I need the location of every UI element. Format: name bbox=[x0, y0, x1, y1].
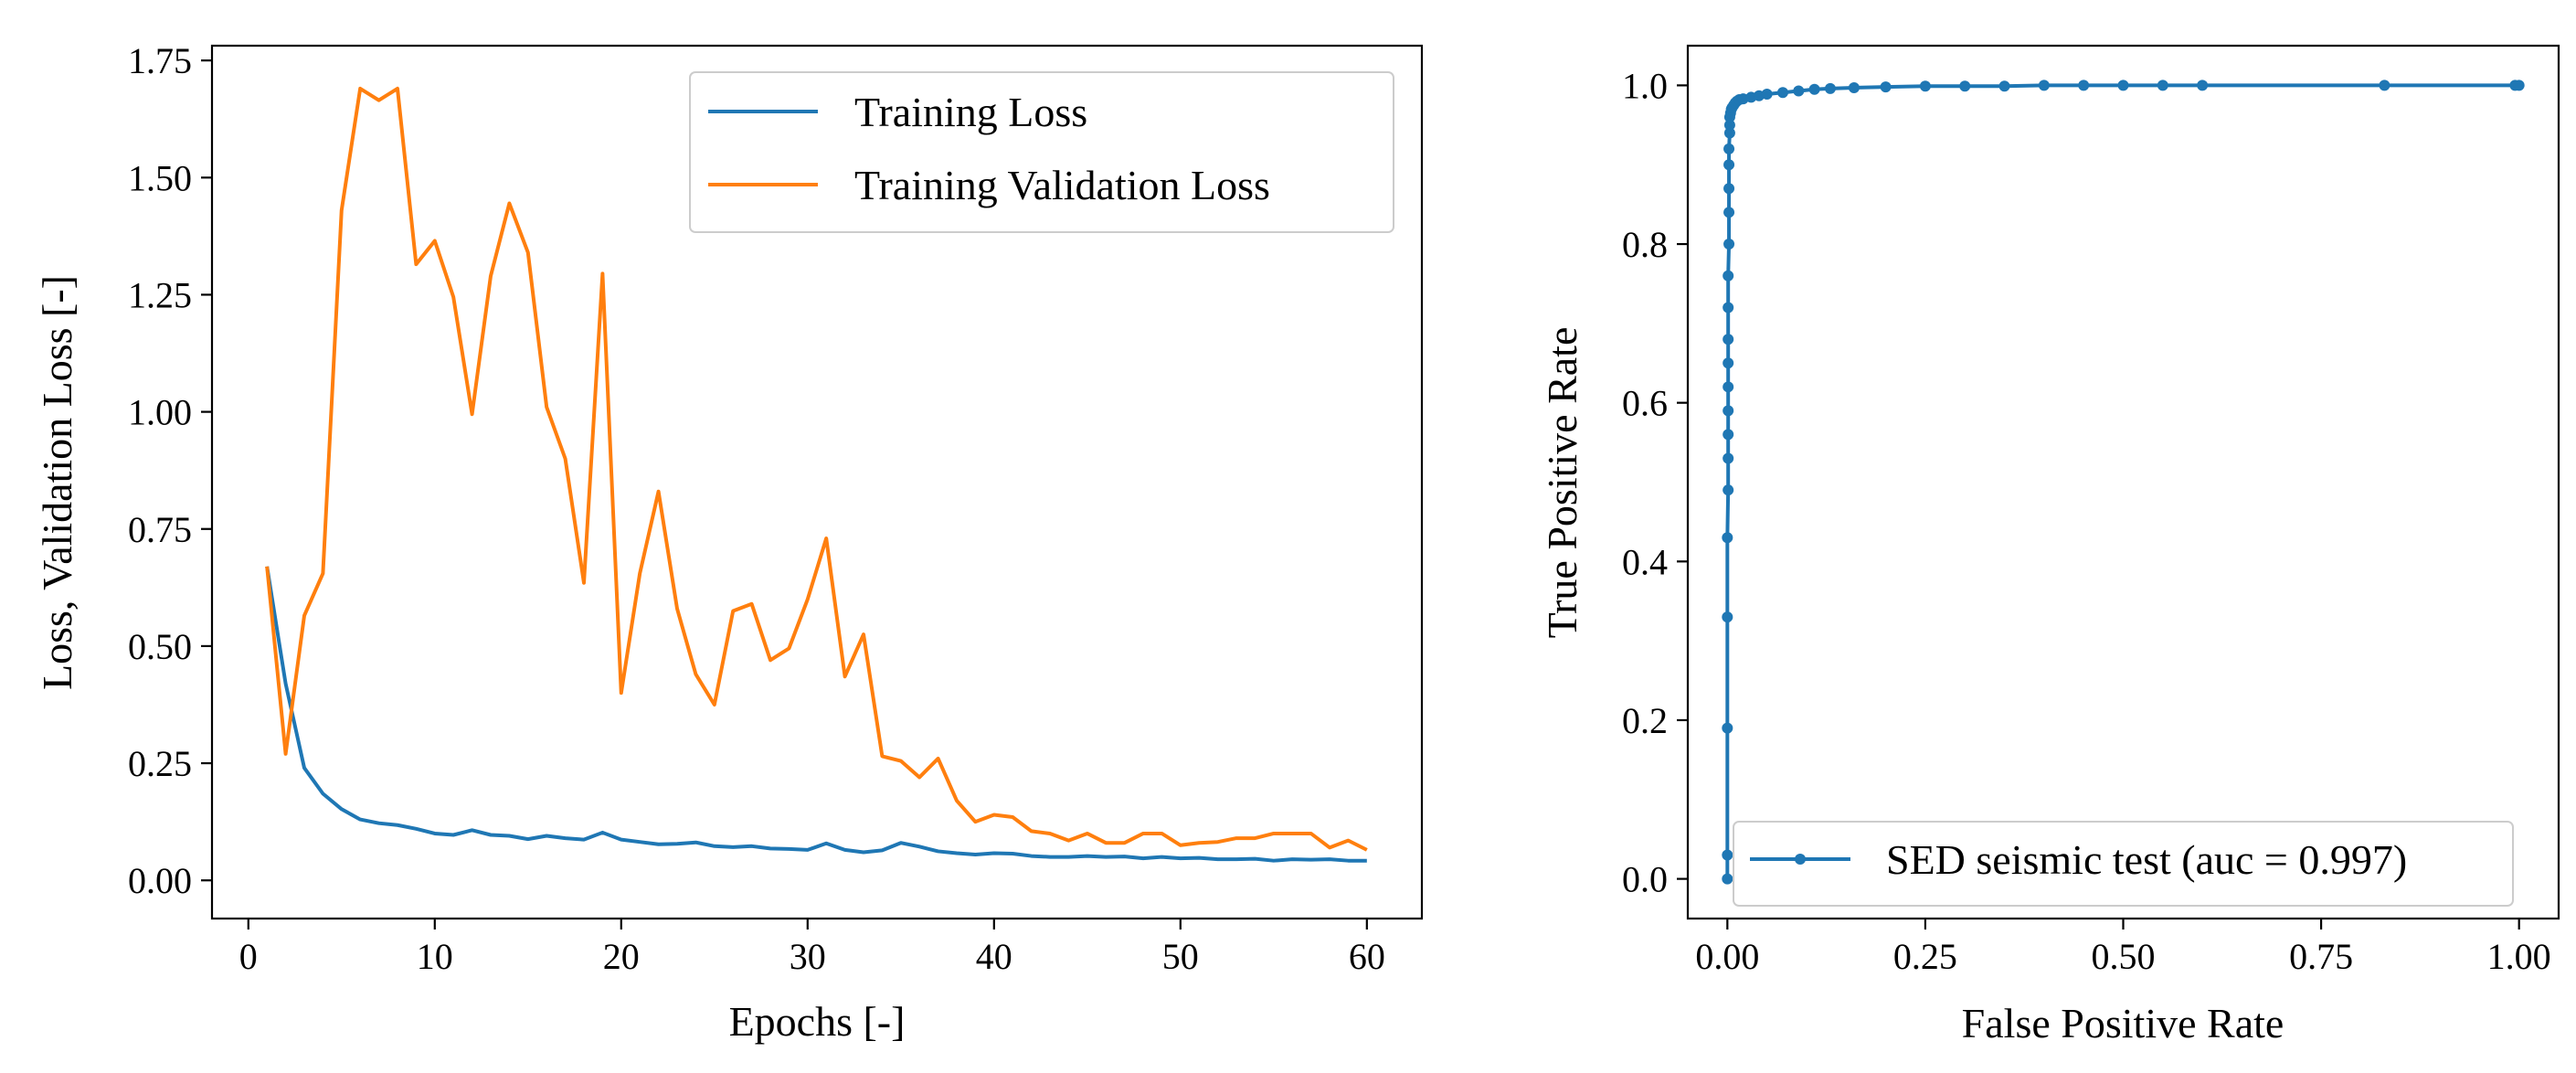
roc-chart-xtick-label: 0.00 bbox=[1695, 936, 1759, 977]
roc-chart-ytick-label: 0.2 bbox=[1622, 700, 1668, 741]
loss-chart-ytick-label: 0.75 bbox=[128, 509, 192, 550]
roc-chart-series-0-point bbox=[1723, 159, 1735, 171]
roc-chart-series-0-point bbox=[1723, 302, 1734, 313]
roc-chart-series-0-point bbox=[1723, 270, 1734, 282]
loss-chart-xlabel: Epochs [-] bbox=[729, 998, 906, 1045]
roc-chart-series-0-point bbox=[1723, 357, 1734, 369]
roc-chart-ytick-label: 1.0 bbox=[1622, 65, 1668, 106]
roc-legend-box bbox=[1733, 821, 2514, 907]
loss-chart-ytick-label: 0.25 bbox=[128, 743, 192, 784]
roc-chart-xtick-label: 0.50 bbox=[2092, 936, 2156, 977]
loss-chart-ticks: 0 10 20 30 40 50 60 0.00 0.25 0.50 0.75 1.00 1.25 1.5… bbox=[128, 40, 1385, 977]
roc-chart-xtick-label: 0.75 bbox=[2289, 936, 2353, 977]
roc-chart-series-0-point bbox=[2513, 80, 2525, 91]
roc-chart: 0.00 0.25 0.50 0.75 1.00 0.0 0.2 0.4 0.6 0.8 1.0 F… bbox=[1539, 44, 2560, 1046]
roc-chart-series-0-point bbox=[2117, 80, 2129, 91]
roc-chart-legend: SED seismic test (auc = 0.997) bbox=[1733, 821, 2514, 907]
roc-chart-xtick-label: 1.00 bbox=[2487, 936, 2551, 977]
loss-chart-series-1-line bbox=[265, 86, 1368, 852]
loss-chart-frame bbox=[210, 44, 1424, 920]
roc-chart-series-0-point bbox=[2157, 80, 2168, 91]
roc-chart-series-0-point bbox=[1959, 80, 1971, 92]
roc-chart-ticks: 0.00 0.25 0.50 0.75 1.00 0.0 0.2 0.4 0.6 0.8 1.0 bbox=[1622, 65, 2551, 977]
roc-chart-series-0-point bbox=[1723, 452, 1734, 464]
roc-chart-series-0-point bbox=[1722, 611, 1733, 623]
legend-training-loss-label: Training Loss bbox=[854, 89, 1087, 135]
roc-chart-series-0-point bbox=[1761, 88, 1773, 100]
roc-chart-series-0-point bbox=[1723, 207, 1735, 218]
roc-chart-ytick-label: 0.6 bbox=[1622, 383, 1668, 424]
roc-chart-series-0-point bbox=[1723, 484, 1734, 496]
roc-chart-series-0-point bbox=[1776, 87, 1788, 99]
roc-chart-series-0-point bbox=[1723, 334, 1734, 345]
roc-chart-series-0-point bbox=[1808, 83, 1820, 95]
loss-chart-ytick-label: 1.75 bbox=[128, 40, 192, 81]
loss-chart-ytick-label: 0.50 bbox=[128, 626, 192, 667]
loss-chart-ytick-label: 1.50 bbox=[128, 157, 192, 198]
roc-chart-ytick-label: 0.4 bbox=[1622, 541, 1668, 582]
loss-chart-xtick-label: 40 bbox=[976, 936, 1012, 977]
roc-chart-series-0-point bbox=[1723, 381, 1734, 393]
roc-chart-series-0-point bbox=[1722, 722, 1733, 734]
loss-chart-xtick-label: 20 bbox=[603, 936, 640, 977]
loss-chart-ytick-label: 0.00 bbox=[128, 860, 192, 901]
roc-chart-series-0-point bbox=[1824, 82, 1836, 94]
roc-chart-ytick-label: 0.0 bbox=[1622, 859, 1668, 900]
loss-chart-xtick-label: 0 bbox=[239, 936, 258, 977]
loss-chart-series-0-line bbox=[265, 566, 1367, 863]
roc-chart-series-0-point bbox=[1722, 849, 1733, 861]
loss-chart-xtick-label: 60 bbox=[1349, 936, 1385, 977]
roc-chart-series-0-point bbox=[1919, 80, 1931, 92]
roc-chart-series-0-point bbox=[2038, 80, 2050, 91]
roc-chart-ylabel: True Positive Rate bbox=[1539, 327, 1585, 639]
roc-chart-series-0-point bbox=[1793, 85, 1805, 97]
roc-chart-series-0-point bbox=[1723, 405, 1734, 417]
roc-chart-frame bbox=[1686, 44, 2560, 920]
roc-chart-series-0-point bbox=[1723, 143, 1735, 154]
legend-roc-marker bbox=[1795, 854, 1806, 865]
loss-legend-box bbox=[689, 71, 1394, 233]
roc-chart-series-0-line bbox=[1725, 83, 2519, 879]
roc-chart-series-0-point bbox=[2379, 80, 2390, 91]
roc-chart-series-0-point bbox=[1848, 82, 1860, 94]
legend-roc-label: SED seismic test (auc = 0.997) bbox=[1886, 836, 2407, 883]
roc-chart-series-0-point bbox=[1722, 532, 1733, 544]
roc-chart-series-0-point bbox=[1880, 81, 1892, 93]
roc-chart-series-0-point bbox=[1722, 873, 1733, 885]
roc-chart-series-0-point bbox=[1723, 119, 1735, 131]
roc-chart-series-0-point bbox=[1723, 429, 1734, 441]
roc-chart-series bbox=[1722, 80, 2525, 885]
roc-chart-series-0-point bbox=[1723, 127, 1735, 139]
roc-chart-series-0-point bbox=[2078, 80, 2090, 91]
roc-chart-xtick-label: 0.25 bbox=[1893, 936, 1957, 977]
loss-chart-series bbox=[265, 86, 1368, 863]
loss-chart-ylabel: Loss, Validation Loss [-] bbox=[34, 275, 80, 690]
roc-chart-ytick-label: 0.8 bbox=[1622, 224, 1668, 265]
roc-chart-xlabel: False Positive Rate bbox=[1962, 1000, 2284, 1046]
loss-chart: 0 10 20 30 40 50 60 0.00 0.25 0.50 0.75 1.00 1.25 1.5… bbox=[34, 40, 1424, 1045]
loss-chart-ytick-label: 1.25 bbox=[128, 274, 192, 315]
loss-chart-xtick-label: 50 bbox=[1162, 936, 1199, 977]
roc-chart-series-0-point bbox=[2197, 80, 2209, 91]
loss-chart-legend: Training Loss Training Validation Loss bbox=[689, 71, 1394, 233]
legend-validation-loss-label: Training Validation Loss bbox=[854, 162, 1270, 208]
loss-chart-ytick-label: 1.00 bbox=[128, 392, 192, 433]
roc-chart-series-0-point bbox=[1723, 239, 1735, 250]
roc-chart-series-0-point bbox=[1998, 80, 2010, 92]
roc-chart-series-0-point bbox=[1723, 183, 1735, 195]
loss-chart-xtick-label: 30 bbox=[790, 936, 826, 977]
loss-chart-xtick-label: 10 bbox=[417, 936, 453, 977]
